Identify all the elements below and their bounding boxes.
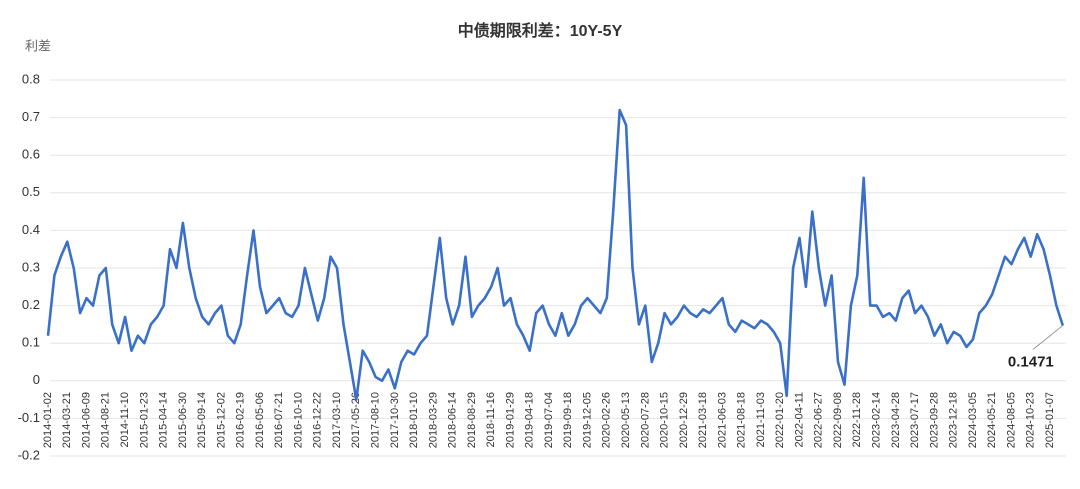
y-tick-label: -0.1 (18, 410, 40, 425)
x-tick-label: 2016-07-21 (273, 392, 285, 448)
x-tick-label: 2020-07-28 (639, 392, 651, 448)
x-tick-label: 2022-04-11 (793, 392, 805, 447)
annotation-leader (1032, 325, 1064, 350)
x-tick-label: 2021-11-03 (755, 392, 767, 447)
x-tick-label: 2015-01-23 (138, 392, 150, 448)
x-tick-label: 2015-06-30 (177, 392, 189, 448)
y-tick-label: 0.2 (22, 297, 40, 312)
x-tick-label: 2024-08-05 (1005, 392, 1017, 448)
x-tick-label: 2019-01-29 (504, 392, 516, 448)
x-tick-label: 2022-11-28 (851, 392, 863, 447)
x-tick-label: 2016-10-10 (292, 392, 304, 448)
line (46, 108, 1065, 401)
y-tick-label: -0.2 (18, 447, 40, 462)
x-tick-label: 2023-07-17 (909, 392, 921, 448)
annotation: 0.1471 (1008, 353, 1054, 370)
x-tick-label: 2023-02-14 (870, 392, 882, 448)
x-tick-label: 2014-06-09 (80, 392, 92, 448)
x-tick-label: 2017-03-10 (331, 392, 343, 448)
x-tick-label: 2021-08-18 (736, 392, 748, 448)
x-tick-label: 2020-10-15 (659, 392, 671, 448)
y-tick-label: 0.5 (22, 184, 40, 199)
x-tick-label: 2014-11-10 (119, 392, 131, 447)
x-tick-label: 2016-02-19 (235, 392, 247, 448)
x-tick-label: 2014-03-21 (61, 392, 73, 448)
x-tick-label: 2018-01-10 (408, 392, 420, 448)
x-tick-label: 2015-12-02 (215, 392, 227, 448)
x-tick-label: 2020-05-13 (620, 392, 632, 448)
x-tick-label: 2020-12-29 (678, 392, 690, 448)
x-tick-label: 2019-09-18 (562, 392, 574, 448)
x-tick-label: 2021-06-03 (716, 392, 728, 448)
x-tick-label: 2018-11-16 (485, 392, 497, 447)
x-tick-label: 2025-01-07 (1044, 392, 1056, 448)
x-tick-label: 2015-09-14 (196, 392, 208, 448)
x-tick-label: 2022-06-27 (813, 392, 825, 448)
x-tick-label: 2019-12-05 (581, 392, 593, 448)
x-tick-label: 2019-07-04 (543, 392, 555, 448)
chart-title: 中债期限利差：10Y-5Y (458, 21, 623, 40)
x-tick-label: 2024-10-23 (1025, 392, 1037, 448)
y-tick-label: 0.3 (22, 259, 40, 274)
x-tick-label: 2015-04-14 (158, 392, 170, 448)
x-tick-label: 2022-01-20 (774, 392, 786, 448)
x-tick-label: 2017-05-26 (350, 392, 362, 448)
x-tick-label: 2024-03-05 (967, 392, 979, 448)
x-tick-label: 2023-09-28 (928, 392, 940, 448)
y-tick-label: 0 (33, 372, 40, 387)
x-tick-label: 2014-01-02 (42, 392, 54, 448)
x-tick-label: 2024-05-21 (986, 392, 998, 448)
x-tick-label: 2023-04-28 (890, 392, 902, 448)
x-tick-label: 2014-08-21 (100, 392, 112, 448)
x-tick-label: 2017-10-30 (389, 392, 401, 448)
y-tick-label: 0.6 (22, 147, 40, 162)
x-tick-label: 2023-12-18 (948, 392, 960, 448)
x-tick-label: 2018-06-14 (447, 392, 459, 448)
x-tick-label: 2016-12-22 (312, 392, 324, 448)
y-tick-label: 0.4 (22, 222, 40, 237)
y-tick-label: 0.1 (22, 335, 40, 350)
x-tick-label: 2019-04-18 (524, 392, 536, 448)
x-tick-label: 2022-09-08 (832, 392, 844, 448)
y-tick-label: 0.7 (22, 109, 40, 124)
x-tick-label: 2018-08-29 (466, 392, 478, 448)
x-tick-label: 2020-02-26 (601, 392, 613, 448)
y-axis-label: 利差 (25, 38, 51, 53)
x-tick-label: 2021-03-18 (697, 392, 709, 448)
x-tick-label: 2017-08-10 (369, 392, 381, 448)
x-tick-label: 2016-05-06 (254, 392, 266, 448)
x-tick-label: 2018-03-29 (427, 392, 439, 448)
y-tick-label: 0.8 (22, 71, 40, 86)
